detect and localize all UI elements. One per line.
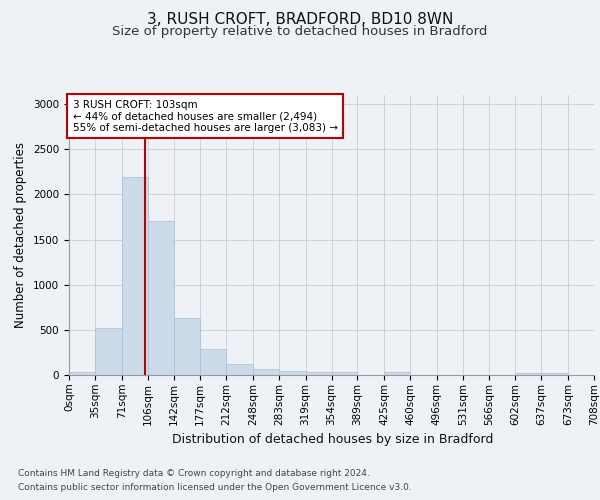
Bar: [279, 372, 305, 375]
Y-axis label: Number of detached properties: Number of detached properties: [14, 142, 28, 328]
Bar: [331, 372, 358, 375]
Bar: [253, 368, 279, 375]
Text: Contains HM Land Registry data © Crown copyright and database right 2024.: Contains HM Land Registry data © Crown c…: [18, 468, 370, 477]
Bar: [174, 318, 200, 375]
Bar: [515, 373, 541, 375]
Bar: [69, 372, 95, 375]
Bar: [305, 372, 331, 375]
Text: Distribution of detached houses by size in Bradford: Distribution of detached houses by size …: [172, 432, 494, 446]
Bar: [95, 328, 122, 375]
Text: 3, RUSH CROFT, BRADFORD, BD10 8WN: 3, RUSH CROFT, BRADFORD, BD10 8WN: [147, 12, 453, 28]
Text: Size of property relative to detached houses in Bradford: Size of property relative to detached ho…: [112, 25, 488, 38]
Bar: [122, 177, 148, 375]
Bar: [148, 220, 174, 375]
Text: Contains public sector information licensed under the Open Government Licence v3: Contains public sector information licen…: [18, 484, 412, 492]
Bar: [384, 372, 410, 375]
Bar: [541, 373, 568, 375]
Bar: [226, 364, 253, 375]
Text: 3 RUSH CROFT: 103sqm
← 44% of detached houses are smaller (2,494)
55% of semi-de: 3 RUSH CROFT: 103sqm ← 44% of detached h…: [73, 100, 338, 132]
Bar: [200, 349, 226, 375]
